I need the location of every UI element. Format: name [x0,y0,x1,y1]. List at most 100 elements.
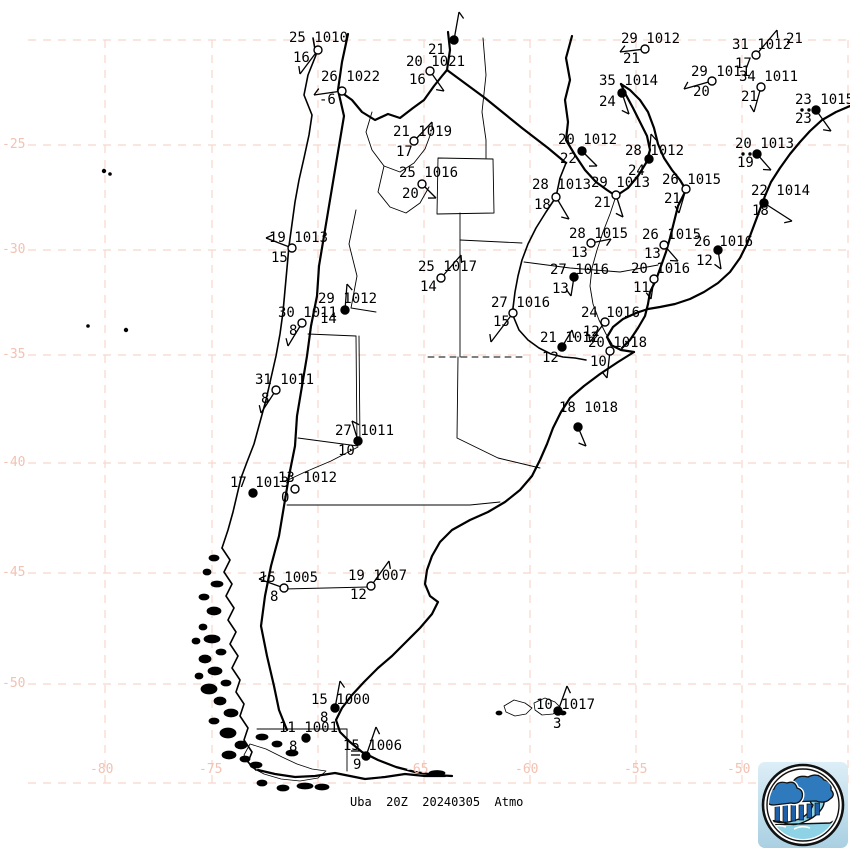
station-dewpoint-label: 18 [752,203,769,219]
station-temp-pressure-label: 28 1015 [569,226,629,242]
wind-barb-tick [606,238,612,247]
station-temp-pressure-label: 20 1018 [588,335,648,351]
wind-barb-tick [436,89,445,92]
rain-dot-symbol [748,152,752,156]
station-dewpoint-label: 13 [552,281,569,297]
wind-barb [440,254,462,279]
station-temp-pressure-label: 34 1011 [739,69,799,85]
station-temp-pressure-label: 31 1012 [732,37,792,53]
station-circle [759,198,769,208]
station-dewpoint-label: 18 [534,197,551,213]
station-temp-pressure-label: 29 1012 [318,291,378,307]
station-circle [248,488,258,498]
station-temp-pressure-label: 20 1012 [558,132,618,148]
wind-barb [490,312,514,343]
station-dewpoint-label: -6 [319,92,336,108]
station-circle [751,50,761,60]
wind-barb-tick [346,283,353,291]
station-dewpoint-label: 15 [493,314,510,330]
station-dewpoint-label: 22 [560,151,577,167]
station-circle [573,422,583,432]
wind-barb [763,202,793,222]
station-dewpoint-label: 14 [320,311,337,327]
station-dewpoint-label: 17 [735,56,752,72]
station-circle [340,305,350,315]
logo-group [758,762,848,848]
station-dewpoint-label: 13 [644,246,661,262]
wind-barb-tick [375,726,381,735]
wind-barb-tick [683,81,689,90]
coordinate-label: -25 [2,137,26,152]
station-dewpoint-label: 12 [542,350,559,366]
station-dewpoint-label: 23 [795,111,812,127]
station-temp-pressure-label: 29 1012 [621,31,681,47]
station-circle [811,105,821,115]
station-circle [279,583,289,593]
wind-barb-tick [822,129,832,132]
station-circle [569,272,579,282]
small-offshore-islands [86,168,129,333]
logo-inner-ring [766,768,840,842]
station-dewpoint-label: 10 [338,443,355,459]
station-dewpoint-label: 8 [289,323,298,339]
wind-barb-tick [714,263,722,270]
wind-barb-tick [566,685,572,694]
tierra-del-fuego [243,733,446,792]
wind-barb-tick [285,338,289,347]
station-temp-pressure-label: 25 1017 [418,259,478,275]
coordinate-label: -75 [199,762,223,777]
coordinate-label: -30 [2,242,26,257]
rain-dot-symbol [807,108,811,112]
station-dewpoint-label: 10 [590,354,607,370]
coordinate-label: -65 [405,762,429,777]
map-caption: Uba 20Z 20240305 Atmo [350,795,524,809]
station-temp-pressure-label: 28 1012 [625,143,685,159]
station-circle [611,190,621,200]
station-dewpoint-label: 12 [696,253,713,269]
wind-barb-tick [561,216,570,220]
wind-barb-tick [776,29,779,39]
wind-barb-tick [588,333,591,343]
wind-barb-tick [565,289,572,297]
station-circle [649,274,659,284]
station-circle [707,76,717,86]
station-temp-pressure-label: 20 1013 [735,136,795,152]
station-temp-pressure-label: 26 1022 [321,69,381,85]
station-dewpoint-label: 20 [402,186,419,202]
station-temp-pressure-label: 26 1015 [642,227,702,243]
station-temp-pressure-label: 27 1016 [491,295,551,311]
station-circle [337,86,347,96]
patagonia-fjord-islands [191,554,263,769]
station-dewpoint-label: 21 [623,51,640,67]
station-dewpoint-label: 24 [599,94,616,110]
station-temp-pressure-label: 19 1007 [348,568,408,584]
station-circle [577,146,587,156]
station-dewpoint-label: 12 [583,324,600,340]
rain-dot-symbol [741,152,745,156]
cloud-icon [769,774,834,808]
station-circle [449,35,459,45]
station-dewpoint-label: 11 [633,280,650,296]
wind-barb [755,29,778,56]
station-dewpoint-label: 12 [350,587,367,603]
coordinate-label: -60 [515,762,539,777]
coordinate-label: -55 [624,762,648,777]
wind-barb-tick [265,234,274,239]
coordinate-label: -80 [90,762,114,777]
station-temp-pressure-label: 26 1015 [662,172,722,188]
station-temp-pressure-label: 15 1006 [343,738,403,754]
wind-barb-tick [674,205,680,214]
station-temp-pressure-label: 30 1011 [278,305,338,321]
wind-barb [370,560,390,587]
coordinate-label: -35 [2,347,26,362]
station-temp-pressure-label: 11 1001 [279,720,339,736]
station-temp-pressure-label: 10 1017 [536,697,596,713]
station-temp-pressure-label: 29 1011 [691,64,751,80]
station-dewpoint-label: 21 [664,191,681,207]
station-dewpoint-label: 13 [571,245,588,261]
station-temp-pressure-label: 29 1013 [591,175,651,191]
station-circle [271,385,281,395]
station-circle [617,88,627,98]
